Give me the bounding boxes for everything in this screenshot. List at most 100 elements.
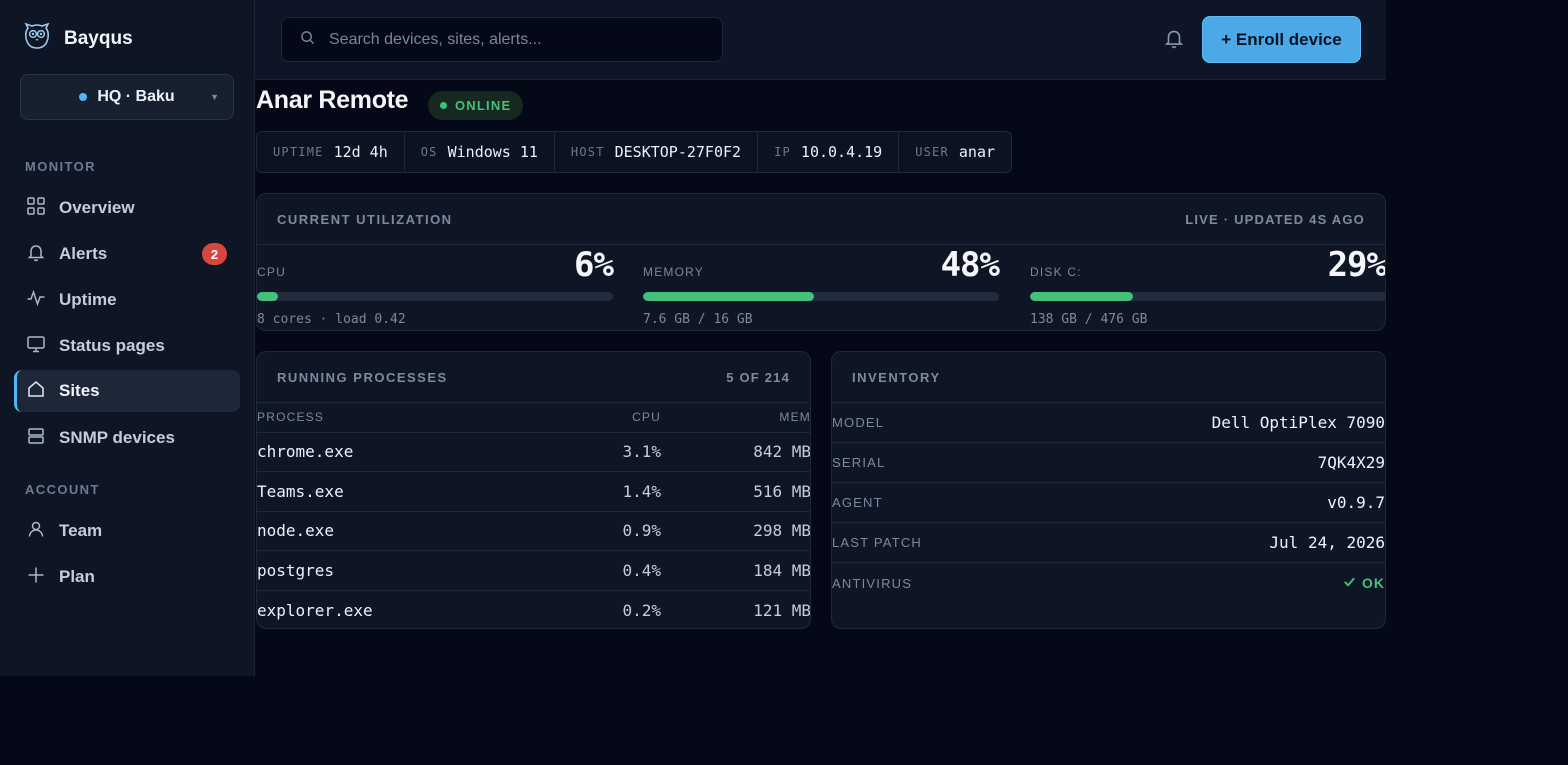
progress-fill [643,292,814,301]
fact-key: IP [774,145,791,159]
plus-icon [26,565,46,590]
process-name: explorer.exe [257,600,373,620]
metric-label: CPU [257,265,286,279]
search-box[interactable] [281,17,723,62]
notifications-bell-icon[interactable] [1163,27,1185,54]
fact-value: DESKTOP-27F0F2 [614,143,742,161]
owl-logo-icon [24,22,50,55]
inventory-row-last-patch: LAST PATCH Jul 24, 2026 [832,523,1385,563]
inventory-key: SERIAL [832,455,886,470]
process-mem: 121 MB [753,600,811,620]
sidebar-item-label: Sites [59,381,100,400]
progress-fill [1030,292,1134,301]
metric-percent: 29% [1327,245,1386,285]
metric-detail: 138 GB / 476 GB [1030,312,1148,327]
sidebar-item-label: Plan [59,567,95,586]
process-name: Teams.exe [257,471,511,512]
sidebar-item-uptime[interactable]: Uptime [14,279,240,321]
process-cpu: 0.9% [511,511,661,551]
process-name: node.exe [257,511,511,551]
search-icon [300,30,315,50]
process-table: PROCESS CPU MEM chrome.exe 3.1% 842 MB T… [257,403,811,628]
progress-fill [257,292,279,301]
fact-os: OS Windows 11 [405,132,555,172]
user-icon [26,519,46,544]
inventory-value: Dell OptiPlex 7090 [1211,413,1385,432]
process-mem: 842 MB [661,432,810,472]
sidebar-item-plan[interactable]: Plan [14,556,240,598]
inventory-row-model: MODEL Dell OptiPlex 7090 [832,403,1385,443]
app-name: Bayqus [64,27,133,49]
column-header-process[interactable]: PROCESS [257,403,511,433]
inventory-key: AGENT [832,495,883,510]
metric-percent: 48% [940,245,1000,285]
section-monitor: MONITOR [25,159,96,174]
processes-panel: RUNNING PROCESSES 5 OF 214 PROCESS CPU M… [256,351,811,629]
inventory-value: v0.9.7 [1327,493,1385,512]
home-icon [26,379,46,404]
table-row[interactable]: explorer.exe 0.2% 121 MB [257,590,811,628]
panel-header: INVENTORY [832,352,1385,403]
progress-track [643,292,999,301]
progress-track [257,292,613,301]
device-facts-bar: UPTIME 12d 4h OS Windows 11 HOST DESKTOP… [256,131,1013,173]
fact-value: anar [958,143,996,161]
metric-percent: 6% [574,245,614,285]
table-row[interactable]: chrome.exe 3.1% 842 MB [257,432,810,472]
metric-label: MEMORY [643,265,704,279]
sidebar-item-overview[interactable]: Overview [14,187,240,229]
sidebar-item-team[interactable]: Team [14,510,240,552]
column-header-cpu[interactable]: CPU [511,403,661,433]
fact-uptime: UPTIME 12d 4h [257,132,405,172]
metric-disk: DISK C: 29% 138 GB / 476 GB [1030,245,1386,330]
panel-title: CURRENT UTILIZATION [277,211,453,227]
enroll-device-button[interactable]: + Enroll device [1202,16,1361,63]
sidebar-item-label: Status pages [59,336,165,355]
progress-track [1030,292,1385,301]
site-status-dot [79,93,88,101]
inventory-row-antivirus: ANTIVIRUS OK [832,563,1385,603]
utilization-panel: CURRENT UTILIZATION LIVE · UPDATED 4S AG… [256,193,1386,331]
sidebar-item-status-pages[interactable]: Status pages [14,325,240,367]
sidebar-item-alerts[interactable]: Alerts 2 [14,233,240,275]
sidebar-item-sites[interactable]: Sites [14,370,240,412]
metric-detail: 8 cores · load 0.42 [257,312,406,327]
chevron-down-icon: ▼ [210,92,219,102]
status-dot [440,102,447,109]
process-mem: 516 MB [661,471,810,512]
status-text: ONLINE [455,98,512,113]
panel-header: CURRENT UTILIZATION LIVE · UPDATED 4S AG… [257,194,1385,245]
table-row[interactable]: Teams.exe 1.4% 516 MB [257,471,810,512]
table-row[interactable]: postgres 0.4% 184 MB [257,550,810,591]
metric-memory: MEMORY 48% 7.6 GB / 16 GB [643,245,1000,330]
metric-cpu: CPU 6% 8 cores · load 0.42 [257,245,614,330]
inventory-value: 7QK4X29 [1317,453,1385,472]
sidebar-item-snmp-devices[interactable]: SNMP devices [14,417,240,459]
fact-key: OS [420,145,438,159]
status-badge: ONLINE [428,91,524,120]
sidebar-item-label: Alerts [59,244,108,263]
alerts-count-badge: 2 [202,243,227,265]
site-picker[interactable]: HQ · Baku ▼ [20,74,234,120]
bell-icon [26,242,46,267]
sidebar-item-label: Uptime [59,290,117,309]
metric-label: DISK C: [1030,265,1082,279]
pulse-icon [26,288,46,313]
metric-detail: 7.6 GB / 16 GB [643,312,753,327]
live-updated-label: LIVE · UPDATED 4S AGO [1185,211,1365,227]
antivirus-status-text: OK [1362,575,1385,591]
inventory-row-serial: SERIAL 7QK4X29 [832,443,1385,483]
fact-value: 12d 4h [333,143,388,161]
panel-title: INVENTORY [852,369,941,385]
inventory-panel: INVENTORY MODEL Dell OptiPlex 7090 SERIA… [831,351,1386,629]
column-header-mem[interactable]: MEM [661,403,810,433]
sidebar: Bayqus HQ · Baku ▼ MONITOR Overview Aler… [0,0,255,676]
section-account: ACCOUNT [25,482,100,497]
search-input[interactable] [329,30,722,49]
topbar: + Enroll device [255,0,1386,80]
fact-key: USER [915,145,949,159]
brand[interactable]: Bayqus [24,22,133,55]
inventory-value: Jul 24, 2026 [1269,533,1385,552]
table-row[interactable]: node.exe 0.9% 298 MB [257,511,810,551]
server-icon [26,426,46,451]
